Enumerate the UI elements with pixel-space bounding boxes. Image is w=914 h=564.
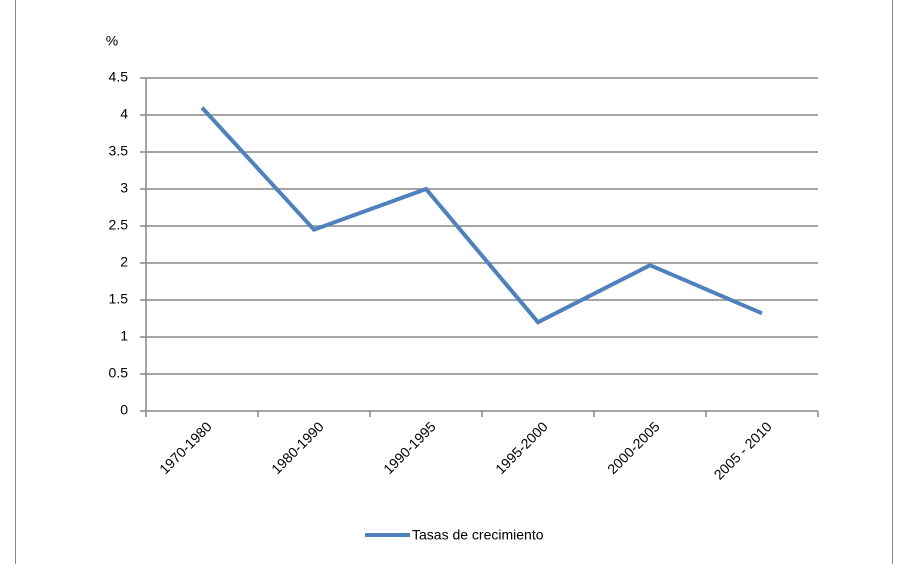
- y-tick-label: 0.5: [109, 365, 129, 381]
- legend-label: Tasas de crecimiento: [412, 527, 544, 543]
- x-tick-label: 2005 - 2010: [711, 418, 775, 482]
- y-tick-label: 3.5: [109, 143, 129, 159]
- y-tick-label: 2: [120, 254, 128, 270]
- y-axis-label: %: [106, 33, 118, 49]
- y-tick-label: 4: [120, 106, 128, 122]
- y-tick-label: 1.5: [109, 291, 129, 307]
- y-tick-label: 3: [120, 180, 128, 196]
- line-series: [200, 106, 763, 325]
- x-tick-label: 1970-1980: [156, 418, 215, 477]
- y-tick-label: 4.5: [109, 69, 129, 85]
- x-tick-label: 1995-2000: [492, 418, 551, 477]
- x-tick-label: 1990-1995: [380, 418, 439, 477]
- x-tick-label: 1980-1990: [268, 418, 327, 477]
- x-tick-label: 2000-2005: [604, 418, 663, 477]
- y-tick-label: 2.5: [109, 217, 129, 233]
- y-tick-label: 1: [120, 328, 128, 344]
- y-tick-label: 0: [120, 402, 128, 418]
